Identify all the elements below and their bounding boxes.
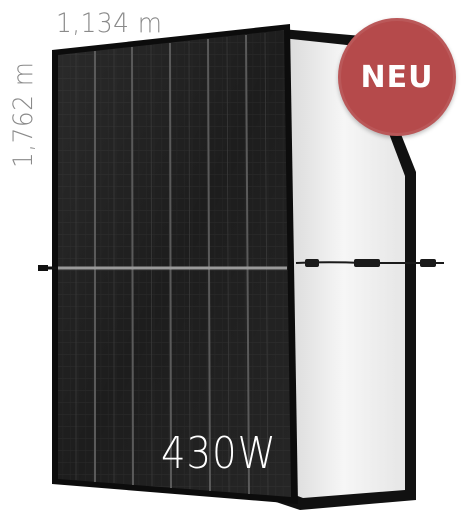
panel-height-label: 1,762 m [8, 61, 39, 168]
new-badge: NEU [338, 18, 456, 136]
solar-panel-front-icon [38, 24, 298, 504]
panel-power-label: 430W [161, 428, 277, 479]
new-badge-label: NEU [360, 59, 434, 95]
solar-panel-back-icon [270, 28, 444, 510]
panel-width-label: 1,134 m [56, 8, 163, 39]
